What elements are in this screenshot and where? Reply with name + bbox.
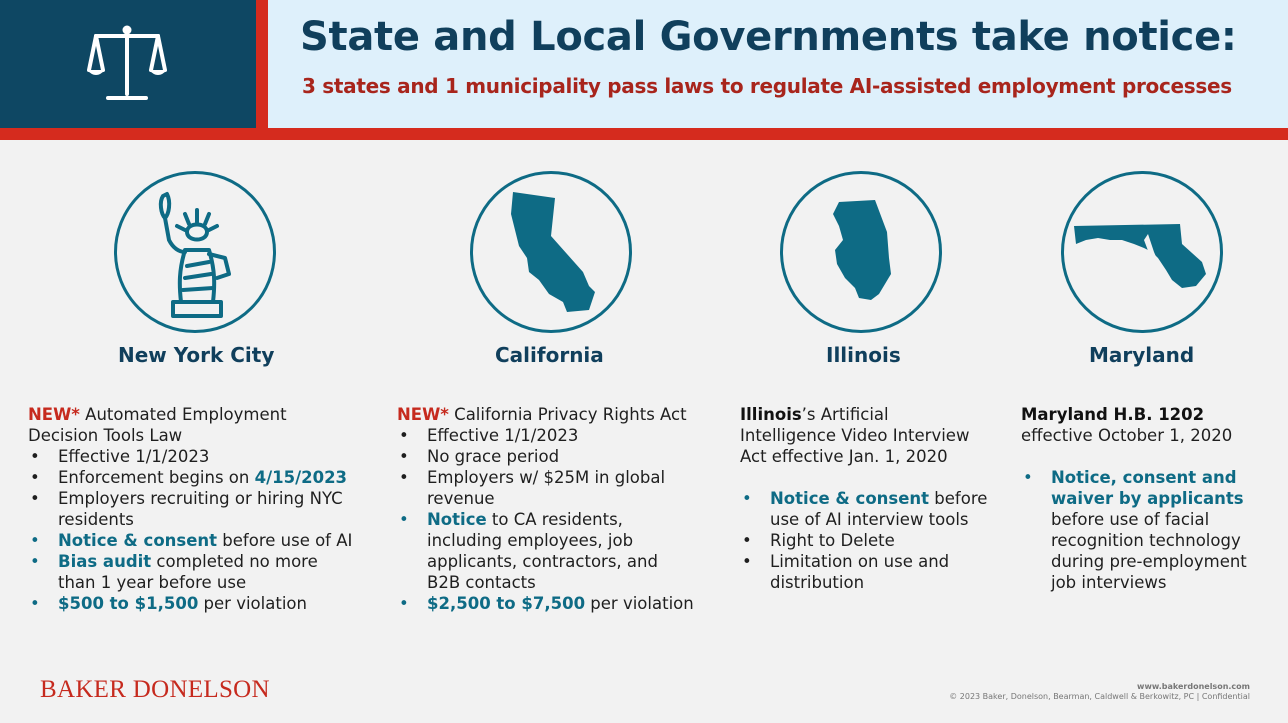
md-effective: effective October 1, 2020 [1021, 426, 1233, 445]
list-item: Notice & consent before use of AI intervi… [740, 488, 987, 530]
list-item: Enforcement begins on 4/15/2023 [28, 467, 352, 488]
nyc-details: NEW* Automated Employment Decision Tools… [28, 404, 352, 614]
california-map-icon [511, 192, 595, 312]
ca-employers: Employers w/ $25M in global [427, 468, 666, 487]
list-item: Effective 1/1/2023 [397, 425, 694, 446]
nyc-enforcement-date: 4/15/2023 [254, 468, 348, 487]
list-item: Limitation on use and distribution [740, 551, 987, 593]
list-item: Effective 1/1/2023 [28, 446, 352, 467]
ca-notice-cont-2: applicants, contractors, and [427, 552, 658, 571]
list-item: Notice, consent and waiver by applicants b… [1021, 467, 1247, 593]
md-notice: Notice, consent and [1051, 468, 1237, 487]
nyc-bullet-list: Effective 1/1/2023 Enforcement begins on… [28, 446, 352, 614]
il-state-name: Illinois [740, 405, 802, 424]
nyc-bias-audit-cont: than 1 year before use [58, 573, 247, 592]
il-notice: Notice & consent [770, 489, 930, 508]
nyc-bias-audit-rest: completed no more [151, 552, 318, 571]
nyc-employers-cont: residents [58, 510, 134, 529]
ca-notice: Notice [427, 510, 487, 529]
maryland-map-icon [1074, 224, 1206, 288]
il-law-name-cont: Intelligence Video Interview [740, 426, 970, 445]
il-law-name: ’s Artificial [801, 405, 889, 424]
list-item: $500 to $1,500 per violation [28, 593, 352, 614]
nyc-bias-audit: Bias audit [58, 552, 152, 571]
nyc-effective: Effective 1/1/2023 [58, 447, 210, 466]
page-subtitle: 3 states and 1 municipality pass laws to… [302, 74, 1232, 98]
il-notice-rest: before [929, 489, 988, 508]
list-item: Employers recruiting or hiring NYC reside… [28, 488, 352, 530]
maryland-emblem [1061, 171, 1223, 333]
list-item: Notice & consent before use of AI [28, 530, 352, 551]
illinois-details: Illinois’s Artificial Intelligence Video… [740, 404, 987, 593]
nyc-emblem [114, 171, 276, 333]
md-desc-4: job interviews [1051, 573, 1167, 592]
column-title-illinois: Illinois [826, 343, 901, 367]
ca-notice-rest: to CA residents, [486, 510, 623, 529]
column-title-california: California [495, 343, 604, 367]
illinois-emblem [780, 171, 942, 333]
nyc-notice-rest: before use of AI [217, 531, 353, 550]
il-intro-line: Illinois’s Artificial [740, 404, 987, 425]
california-details: NEW* California Privacy Rights Act Effec… [397, 404, 694, 614]
md-desc-2: recognition technology [1051, 531, 1241, 550]
column-title-maryland: Maryland [1089, 343, 1195, 367]
ca-intro-line: NEW* California Privacy Rights Act [397, 404, 694, 425]
nyc-enforcement: Enforcement begins on [58, 468, 255, 487]
ca-effective: Effective 1/1/2023 [427, 426, 579, 445]
nyc-law-name-cont: Decision Tools Law [28, 426, 183, 445]
md-bullet-list: Notice, consent and waiver by applicants b… [1021, 467, 1247, 593]
list-item: Employers w/ $25M in global revenue [397, 467, 694, 509]
ca-bullet-list: Effective 1/1/2023 No grace period Emplo… [397, 425, 694, 614]
list-item: $2,500 to $7,500 per violation [397, 593, 694, 614]
nyc-employers: Employers recruiting or hiring NYC [58, 489, 343, 508]
il-bullet-list: Notice & consent before use of AI intervi… [740, 488, 987, 593]
ca-penalty: $2,500 to $7,500 [427, 594, 586, 613]
scales-of-justice-icon [87, 25, 167, 100]
il-right-to-delete: Right to Delete [770, 531, 895, 550]
list-item: Right to Delete [740, 530, 987, 551]
statue-of-liberty-icon [158, 192, 231, 318]
page-title: State and Local Governments take notice: [300, 14, 1237, 60]
ca-employers-cont: revenue [427, 489, 495, 508]
il-limitation-cont: distribution [770, 573, 865, 592]
header-accent-bar [256, 0, 268, 128]
md-notice-cont: waiver by applicants [1051, 489, 1244, 508]
ca-notice-cont-3: B2B contacts [427, 573, 536, 592]
california-emblem [470, 171, 632, 333]
il-effective: Act effective Jan. 1, 2020 [740, 447, 948, 466]
footer-url: www.bakerdonelson.com [1137, 682, 1250, 691]
ca-notice-cont-1: including employees, job [427, 531, 634, 550]
il-limitation: Limitation on use and [770, 552, 950, 571]
nyc-notice: Notice & consent [58, 531, 218, 550]
new-badge: NEW* [28, 405, 80, 424]
ca-law-name: California Privacy Rights Act [448, 405, 687, 424]
md-desc-3: during pre-employment [1051, 552, 1247, 571]
ca-grace: No grace period [427, 447, 560, 466]
header-title-panel [268, 0, 1288, 128]
md-bill-name: Maryland H.B. 1202 [1021, 405, 1205, 424]
column-title-new-york-city: New York City [118, 343, 275, 367]
illinois-map-icon [833, 200, 891, 300]
footer-copyright: © 2023 Baker, Donelson, Bearman, Caldwel… [949, 692, 1250, 701]
ca-penalty-rest: per violation [585, 594, 694, 613]
list-item: Bias audit completed no more than 1 year … [28, 551, 352, 593]
nyc-penalty-rest: per violation [198, 594, 307, 613]
il-notice-cont: use of AI interview tools [770, 510, 969, 529]
maryland-details: Maryland H.B. 1202 effective October 1, … [1021, 404, 1247, 593]
new-badge: NEW* [397, 405, 449, 424]
list-item: Notice to CA residents, including employe… [397, 509, 694, 593]
nyc-penalty: $500 to $1,500 [58, 594, 199, 613]
list-item: No grace period [397, 446, 694, 467]
nyc-law-name: Automated Employment [79, 405, 287, 424]
header-divider [0, 128, 1288, 140]
md-desc-1: before use of facial [1051, 510, 1210, 529]
nyc-intro-line: NEW* Automated Employment [28, 404, 352, 425]
brand-logo: BAKER DONELSON [40, 676, 270, 703]
